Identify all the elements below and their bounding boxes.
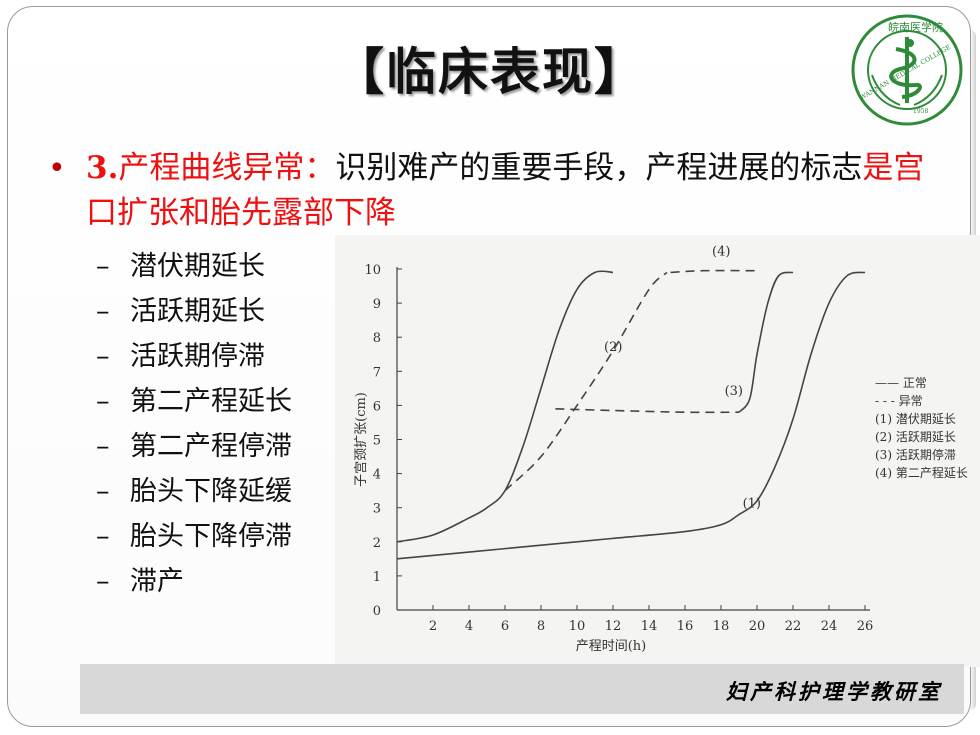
x-tick-label: 26 [857, 619, 874, 634]
x-tick-label: 16 [677, 619, 694, 634]
list-item: – 活跃期停滞 [96, 341, 265, 372]
x-tick-label: 10 [569, 619, 586, 634]
curve-label: (1) [743, 497, 761, 512]
curve-label: (3) [725, 384, 743, 399]
bullet-dot: • [48, 151, 66, 186]
legend-entry: (2) 活跃期延长 [875, 430, 956, 444]
x-tick-label: 12 [605, 619, 622, 634]
x-tick-label: 6 [501, 619, 509, 634]
legend-entry: - - - 异常 [875, 394, 923, 408]
legend-entry: (3) 活跃期停滞 [875, 447, 956, 462]
series-line-5 [738, 271, 794, 413]
y-tick-label: 2 [373, 536, 381, 551]
bullet-heading: 产程曲线异常： [118, 150, 336, 186]
x-tick-label: 24 [821, 619, 838, 634]
college-seal-logo: 皖南医学院 1958 WANNAN MEDICAL COLLEGE [851, 14, 963, 126]
list-item-label: 第二产程停滞 [130, 431, 292, 462]
x-tick-label: 8 [537, 619, 545, 634]
y-tick-label: 0 [373, 604, 381, 619]
seal-year: 1958 [913, 108, 928, 115]
curve-label: (2) [604, 340, 622, 355]
bullet-text: 3.产程曲线异常：识别难产的重要手段，产程进展的标志是宫口扩张和胎先露部下降 [86, 146, 946, 236]
x-tick-label: 22 [785, 619, 802, 634]
y-tick-label: 7 [373, 365, 381, 380]
bullet-body: 识别难产的重要手段，产程进展的标志 [335, 150, 863, 186]
y-tick-label: 1 [373, 570, 381, 585]
series-line-3 [504, 271, 668, 492]
bullet-emphasis: 是宫口扩张和胎先露部下降 [86, 150, 925, 231]
y-tick-label: 5 [373, 434, 381, 449]
curve-label: (4) [712, 244, 730, 259]
bullet-number: 3. [86, 150, 119, 186]
list-item: – 胎头下降停滞 [96, 521, 292, 552]
list-item: – 滞产 [96, 566, 184, 597]
y-tick-label: 8 [373, 331, 381, 346]
series-line-6 [670, 269, 758, 274]
legend-entry: (4) 第二产程延长 [875, 465, 968, 480]
list-item-label: 滞产 [130, 566, 184, 597]
x-tick-label: 18 [713, 619, 730, 634]
list-item-label: 胎头下降延缓 [130, 476, 292, 507]
footer-bar: 妇产科护理学教研室 [80, 664, 964, 714]
x-tick-label: 20 [749, 619, 766, 634]
y-tick-label: 4 [373, 468, 381, 483]
y-tick-label: 10 [364, 263, 381, 278]
slide-title: 【临床表现】 [334, 43, 646, 101]
x-axis-label: 产程时间(h) [576, 639, 647, 654]
list-item: – 第二产程停滞 [96, 431, 292, 462]
legend-entry: (1) 潜伏期延长 [875, 412, 956, 426]
list-item: – 第二产程延长 [96, 386, 292, 417]
y-tick-label: 6 [373, 399, 381, 414]
list-item-label: 胎头下降停滞 [130, 521, 292, 552]
y-tick-label: 3 [373, 502, 381, 517]
x-tick-label: 4 [465, 619, 473, 634]
y-tick-label: 9 [373, 297, 381, 312]
list-item-label: 第二产程延长 [130, 386, 292, 417]
subitem-list: – 潜伏期延长 – 活跃期延长 – 活跃期停滞 – 第二产程延长 – 第二产程停滞 – 胎头… [96, 244, 292, 604]
series-line-1 [396, 270, 614, 543]
list-item: – 潜伏期延长 [96, 251, 265, 282]
list-item-label: 活跃期停滞 [130, 341, 265, 372]
list-item: – 活跃期延长 [96, 296, 265, 327]
footer-text: 妇产科护理学教研室 [726, 680, 942, 704]
y-axis-label: 子宫颈扩张(cm) [354, 392, 369, 487]
x-tick-label: 2 [429, 619, 437, 634]
x-tick-label: 14 [641, 619, 658, 634]
list-item-label: 潜伏期延长 [130, 251, 265, 282]
seal-chars: 皖南医学院 [888, 20, 943, 34]
series-line-2 [396, 271, 866, 560]
list-item-label: 活跃期延长 [130, 296, 265, 327]
labor-curve-chart: 0 1 2 3 4 5 6 7 8 9 10 2 4 6 8 10 12 14 16 18 20 22 24 26 产程时间(h… [335, 235, 980, 667]
series-line-4 [555, 408, 740, 414]
list-item: – 胎头下降延缓 [96, 476, 292, 507]
legend-entry: —— 正常 [875, 376, 927, 390]
